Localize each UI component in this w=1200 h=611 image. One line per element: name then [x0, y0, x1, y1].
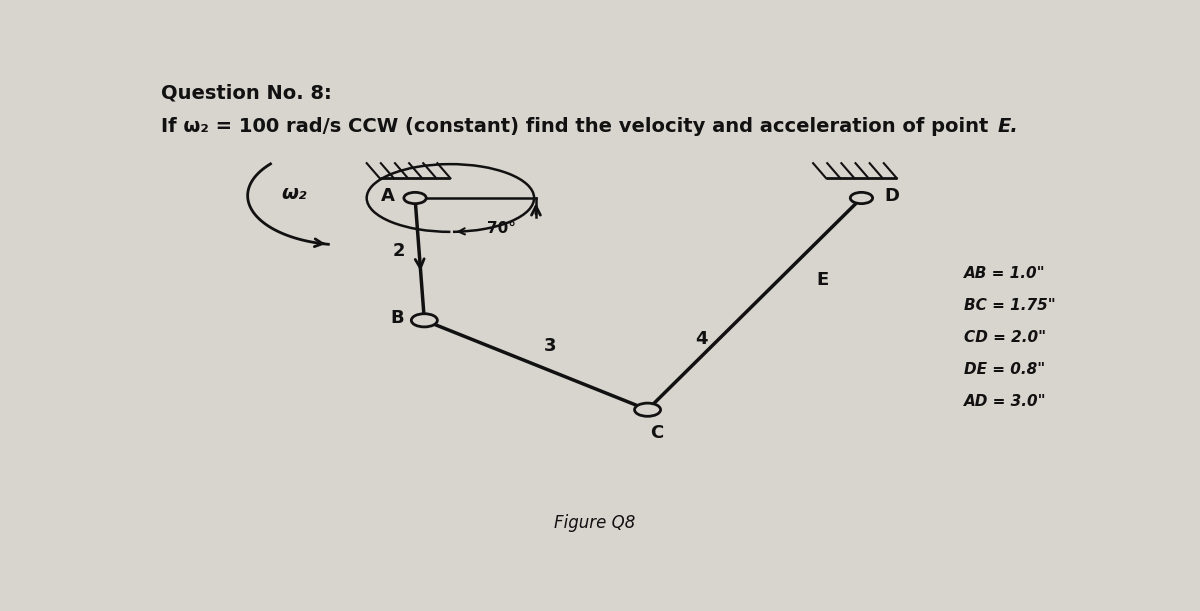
Text: AD = 3.0": AD = 3.0" [964, 393, 1046, 409]
Text: 3: 3 [544, 337, 557, 356]
Text: 70°: 70° [487, 221, 516, 236]
Text: C: C [650, 424, 664, 442]
Circle shape [412, 313, 437, 327]
Text: ω₂: ω₂ [281, 184, 307, 203]
Text: Question No. 8:: Question No. 8: [161, 84, 332, 103]
Text: 4: 4 [695, 330, 708, 348]
Text: E.: E. [997, 117, 1018, 136]
Text: DE = 0.8": DE = 0.8" [964, 362, 1045, 377]
Text: If ω₂ = 100 rad/s CCW (constant) find the velocity and acceleration of point: If ω₂ = 100 rad/s CCW (constant) find th… [161, 117, 995, 136]
Text: B: B [390, 309, 404, 327]
Circle shape [635, 403, 660, 416]
Circle shape [851, 192, 872, 203]
Text: E: E [817, 271, 829, 290]
Text: AB = 1.0": AB = 1.0" [964, 266, 1045, 281]
Text: CD = 2.0": CD = 2.0" [964, 330, 1046, 345]
Text: A: A [380, 186, 395, 205]
Circle shape [404, 192, 426, 203]
Text: BC = 1.75": BC = 1.75" [964, 298, 1056, 313]
Text: 2: 2 [392, 242, 406, 260]
Text: Figure Q8: Figure Q8 [554, 514, 635, 532]
Text: D: D [884, 186, 900, 205]
